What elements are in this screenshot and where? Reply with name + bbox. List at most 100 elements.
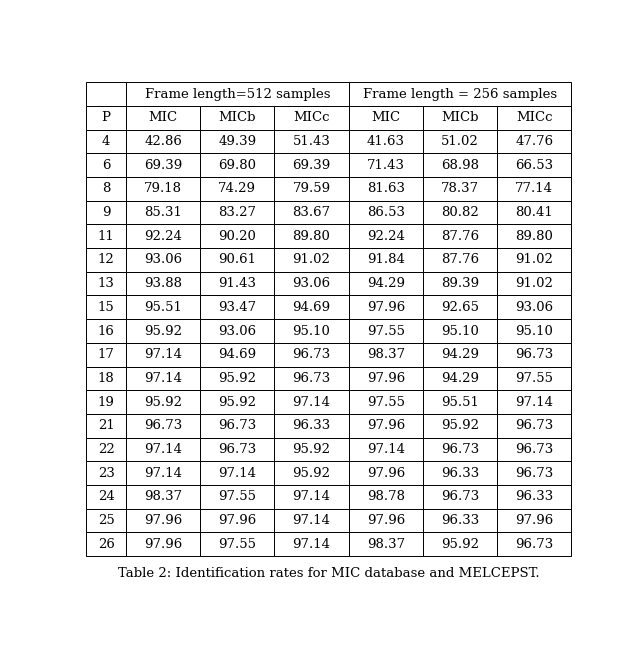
Bar xyxy=(423,508,497,532)
Bar xyxy=(423,485,497,508)
Bar xyxy=(497,225,572,248)
Bar xyxy=(275,461,349,485)
Bar xyxy=(349,461,423,485)
Bar xyxy=(349,177,423,201)
Text: 92.24: 92.24 xyxy=(367,230,404,243)
Text: 97.96: 97.96 xyxy=(367,301,405,314)
Text: 51.02: 51.02 xyxy=(441,135,479,148)
Bar xyxy=(126,461,200,485)
Text: 22: 22 xyxy=(98,443,115,456)
Bar xyxy=(126,532,200,556)
Bar xyxy=(349,295,423,319)
Text: 97.96: 97.96 xyxy=(367,514,405,527)
Bar xyxy=(126,272,200,295)
Text: 97.55: 97.55 xyxy=(515,372,553,385)
Text: 94.29: 94.29 xyxy=(441,348,479,361)
Text: MIC: MIC xyxy=(148,112,178,124)
Bar xyxy=(497,130,572,153)
Bar xyxy=(86,414,126,438)
Text: 96.73: 96.73 xyxy=(515,537,554,551)
Bar xyxy=(126,248,200,272)
Bar xyxy=(423,532,497,556)
Text: 94.69: 94.69 xyxy=(218,348,257,361)
Text: 71.43: 71.43 xyxy=(367,159,404,172)
Bar xyxy=(126,153,200,177)
Bar xyxy=(200,130,275,153)
Text: 17: 17 xyxy=(98,348,115,361)
Text: 78.37: 78.37 xyxy=(441,182,479,196)
Text: 90.20: 90.20 xyxy=(218,230,256,243)
Bar xyxy=(275,319,349,343)
Bar xyxy=(86,295,126,319)
Bar xyxy=(497,295,572,319)
Bar xyxy=(275,106,349,130)
Bar xyxy=(497,106,572,130)
Text: 93.06: 93.06 xyxy=(292,277,331,290)
Text: 9: 9 xyxy=(102,206,110,219)
Bar xyxy=(423,343,497,367)
Bar xyxy=(126,106,200,130)
Text: 97.14: 97.14 xyxy=(218,467,257,480)
Bar xyxy=(349,83,572,106)
Text: 95.10: 95.10 xyxy=(441,325,479,338)
Text: 97.96: 97.96 xyxy=(144,537,182,551)
Bar xyxy=(497,414,572,438)
Bar xyxy=(275,272,349,295)
Bar xyxy=(86,153,126,177)
Text: 95.10: 95.10 xyxy=(515,325,553,338)
Text: 13: 13 xyxy=(98,277,115,290)
Text: 96.33: 96.33 xyxy=(292,419,331,432)
Bar xyxy=(200,319,275,343)
Text: 97.96: 97.96 xyxy=(144,514,182,527)
Bar xyxy=(349,272,423,295)
Bar xyxy=(86,438,126,461)
Text: 51.43: 51.43 xyxy=(292,135,330,148)
Text: 41.63: 41.63 xyxy=(367,135,404,148)
Bar xyxy=(86,225,126,248)
Text: 86.53: 86.53 xyxy=(367,206,404,219)
Bar xyxy=(200,177,275,201)
Bar xyxy=(423,438,497,461)
Bar xyxy=(423,319,497,343)
Text: Table 2: Identification rates for MIC database and MELCEPST.: Table 2: Identification rates for MIC da… xyxy=(118,567,540,580)
Bar xyxy=(423,106,497,130)
Text: 95.10: 95.10 xyxy=(292,325,330,338)
Bar xyxy=(349,248,423,272)
Bar xyxy=(349,201,423,225)
Text: 79.59: 79.59 xyxy=(292,182,331,196)
Text: 4: 4 xyxy=(102,135,110,148)
Bar xyxy=(86,272,126,295)
Bar xyxy=(349,106,423,130)
Text: 97.14: 97.14 xyxy=(144,467,182,480)
Text: 15: 15 xyxy=(98,301,115,314)
Bar xyxy=(275,390,349,414)
Bar xyxy=(126,83,349,106)
Text: 96.33: 96.33 xyxy=(515,490,554,503)
Text: 95.51: 95.51 xyxy=(441,395,479,408)
Text: 87.76: 87.76 xyxy=(441,230,479,243)
Text: 97.55: 97.55 xyxy=(367,325,404,338)
Bar xyxy=(200,485,275,508)
Text: 96.73: 96.73 xyxy=(292,372,331,385)
Text: 92.24: 92.24 xyxy=(144,230,182,243)
Bar xyxy=(275,248,349,272)
Text: 26: 26 xyxy=(98,537,115,551)
Bar xyxy=(200,295,275,319)
Text: 94.69: 94.69 xyxy=(292,301,331,314)
Bar xyxy=(275,177,349,201)
Text: 92.65: 92.65 xyxy=(441,301,479,314)
Bar xyxy=(86,83,126,106)
Text: 91.84: 91.84 xyxy=(367,253,404,266)
Text: Frame length=512 samples: Frame length=512 samples xyxy=(145,88,330,100)
Text: 12: 12 xyxy=(98,253,115,266)
Text: 97.55: 97.55 xyxy=(218,537,257,551)
Text: 95.92: 95.92 xyxy=(292,467,330,480)
Text: 11: 11 xyxy=(98,230,115,243)
Bar xyxy=(423,367,497,390)
Text: 97.96: 97.96 xyxy=(515,514,554,527)
Bar xyxy=(275,153,349,177)
Text: 97.14: 97.14 xyxy=(292,395,330,408)
Text: 95.92: 95.92 xyxy=(218,372,257,385)
Text: 6: 6 xyxy=(102,159,110,172)
Bar xyxy=(423,295,497,319)
